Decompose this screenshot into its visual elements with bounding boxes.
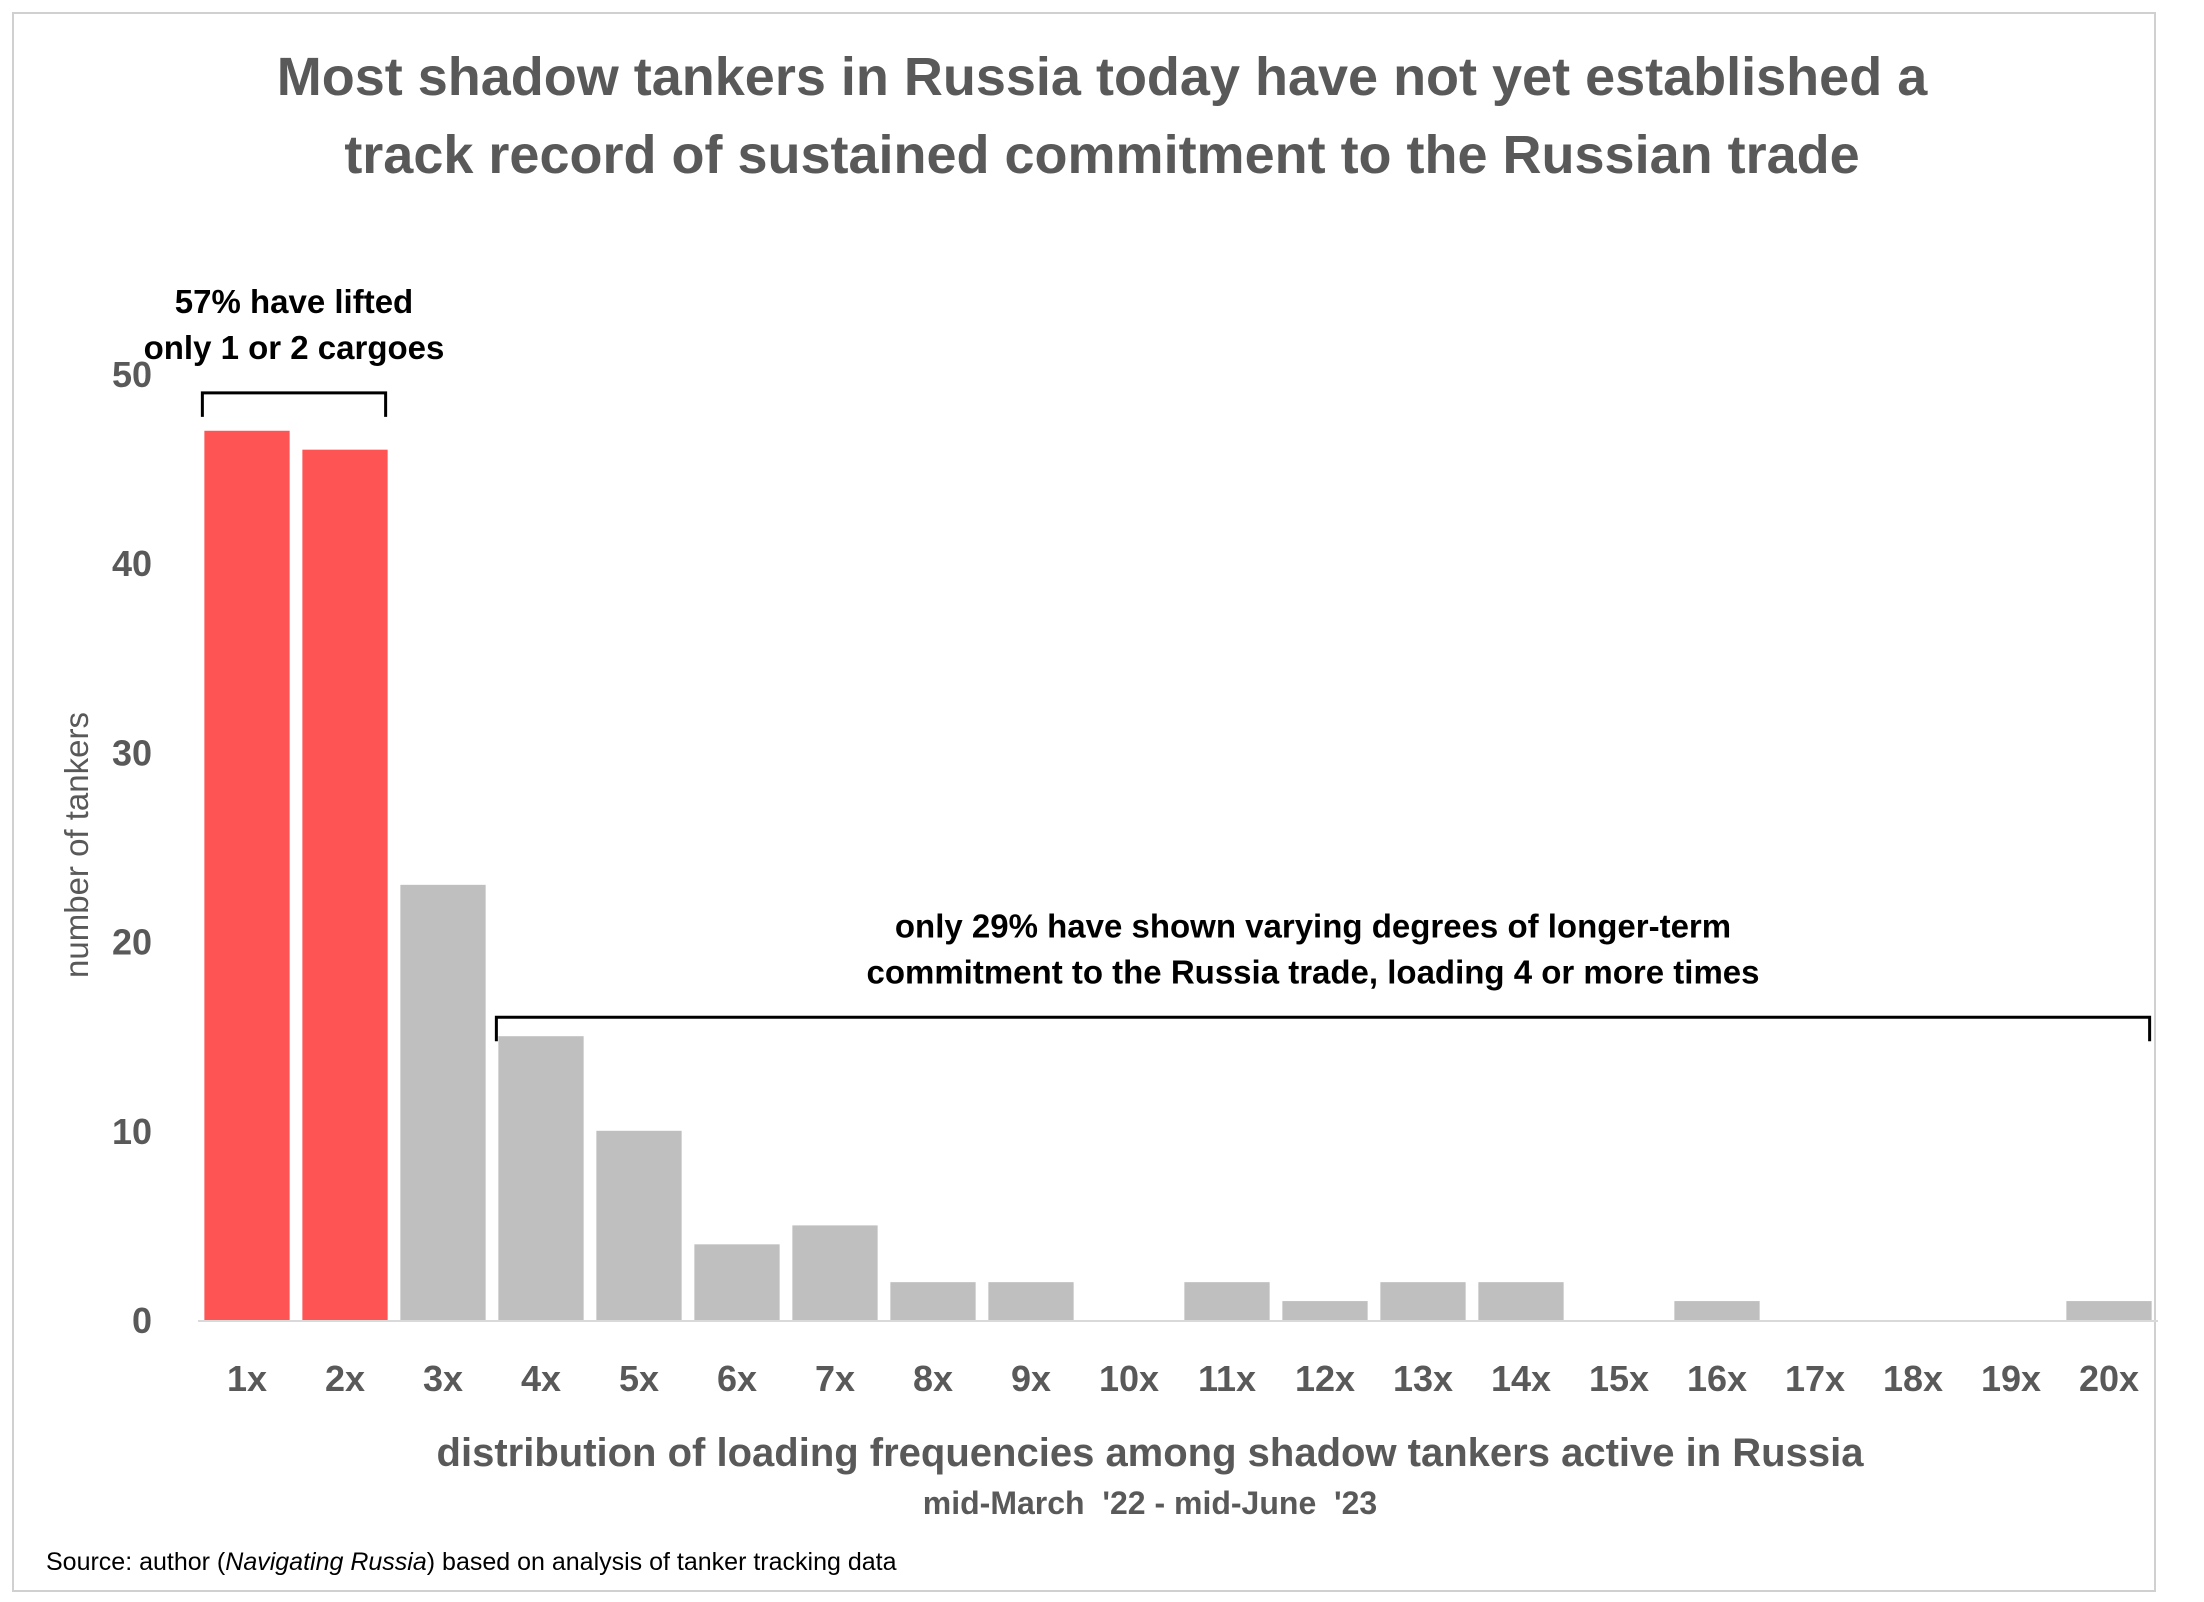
y-tick-label-50: 50 [112, 354, 152, 395]
y-tick-label-20: 20 [112, 922, 152, 963]
x-tick-label-13x: 13x [1393, 1358, 1453, 1399]
bars [204, 430, 2152, 1320]
bar-12x [1282, 1301, 1368, 1320]
x-tick-label-6x: 6x [717, 1358, 757, 1399]
bar-9x [988, 1282, 1074, 1320]
source-suffix: ) based on analysis of tanker tracking d… [426, 1548, 897, 1576]
x-tick-label-3x: 3x [423, 1358, 463, 1399]
bar-11x [1184, 1282, 1270, 1320]
annotation-bracket-2 [494, 1015, 2152, 1042]
x-tick-label-14x: 14x [1491, 1358, 1551, 1399]
x-tick-label-10x: 10x [1099, 1358, 1159, 1399]
x-tick-label-9x: 9x [1011, 1358, 1051, 1399]
bar-16x [1674, 1301, 1760, 1320]
source-note: Source: author (Navigating Russia) based… [46, 1548, 896, 1577]
x-tick-label-11x: 11x [1198, 1358, 1256, 1399]
annotation-bracket-1 [200, 391, 388, 417]
bar-1x [204, 430, 290, 1320]
y-tick-label-30: 30 [112, 732, 152, 773]
x-tick-label-12x: 12x [1295, 1358, 1355, 1399]
annotation-2-line-1: only 29% have shown varying degrees of l… [895, 907, 1731, 944]
annotation-2-line-2: commitment to the Russia trade, loading … [866, 953, 1759, 990]
source-prefix: Source: author ( [46, 1548, 226, 1576]
x-tick-label-1x: 1x [227, 1358, 267, 1399]
chart-title: Most shadow tankers in Russia today have… [0, 38, 2204, 194]
x-axis-sublabel: mid-March '22 - mid-June '23 [923, 1485, 1377, 1521]
x-tick-label-20x: 20x [2079, 1358, 2139, 1399]
bar-20x [2066, 1301, 2152, 1320]
x-axis-ticks: 1x 2x 3x 4x 5x 6x 7x 8x 9x 10x 11x 12x 13x 14x 15x 16x 1… [227, 1358, 2139, 1399]
x-tick-label-18x: 18x [1883, 1358, 1943, 1399]
x-tick-label-16x: 16x [1687, 1358, 1747, 1399]
bar-14x [1478, 1282, 1564, 1320]
x-axis-label: distribution of loading frequencies amon… [437, 1431, 1865, 1475]
x-tick-label-2x: 2x [325, 1358, 365, 1399]
bar-6x [694, 1244, 780, 1320]
annotations: 57% have lifted only 1 or 2 cargoes only 2… [144, 283, 2152, 1042]
bar-8x [890, 1282, 976, 1320]
x-tick-label-7x: 7x [815, 1358, 855, 1399]
y-tick-label-10: 10 [112, 1111, 152, 1152]
x-tick-label-5x: 5x [619, 1358, 659, 1399]
bar-4x [498, 1036, 584, 1320]
y-tick-label-40: 40 [112, 543, 152, 584]
bar-2x [302, 449, 388, 1320]
source-italic: Navigating Russia [225, 1548, 427, 1576]
y-axis-label: number of tankers [58, 712, 95, 978]
annotation-1-line-1: 57% have lifted [175, 283, 413, 320]
x-tick-label-4x: 4x [521, 1358, 561, 1399]
bar-13x [1380, 1282, 1466, 1320]
annotation-1-line-2: only 1 or 2 cargoes [144, 329, 445, 366]
x-tick-label-15x: 15x [1589, 1358, 1649, 1399]
chart-title-line-1: Most shadow tankers in Russia today have… [276, 47, 1928, 107]
chart-title-line-2: track record of sustained commitment to … [344, 125, 1860, 185]
bar-7x [792, 1225, 878, 1320]
x-tick-label-19x: 19x [1981, 1358, 2041, 1399]
x-tick-label-17x: 17x [1785, 1358, 1845, 1399]
bar-5x [596, 1130, 682, 1320]
y-tick-label-0: 0 [132, 1300, 152, 1341]
x-tick-label-8x: 8x [913, 1358, 953, 1399]
y-axis-ticks: 0 10 20 30 40 50 [112, 354, 152, 1341]
bar-3x [400, 884, 486, 1320]
